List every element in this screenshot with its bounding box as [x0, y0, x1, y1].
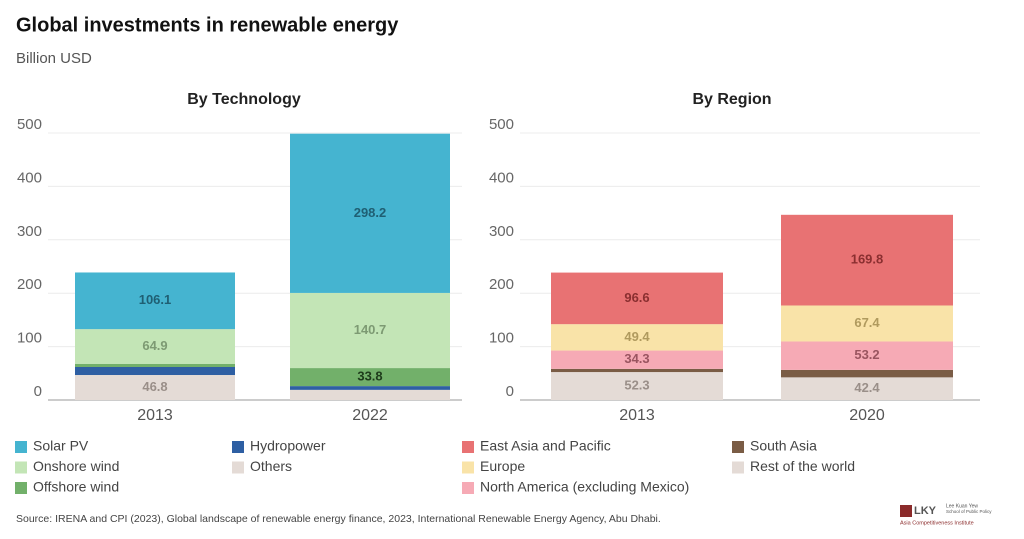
logo-line: Lee Kuan Yew [946, 503, 978, 509]
x-tick-label: 2013 [137, 407, 173, 424]
x-tick-label: 2013 [619, 407, 655, 424]
bar-segment [781, 341, 953, 370]
y-tick-label: 500 [489, 116, 514, 133]
bar-segment [290, 133, 450, 293]
y-tick-label: 100 [17, 330, 42, 347]
bar-segment [781, 369, 953, 378]
y-tick-label: 200 [17, 276, 42, 293]
data-label: 67.4 [854, 315, 880, 330]
x-tick-label: 2022 [352, 407, 388, 424]
data-label: 96.6 [624, 290, 649, 305]
y-tick-label: 300 [17, 223, 42, 240]
legend-label: Offshore wind [33, 479, 119, 495]
data-label: 169.8 [851, 252, 884, 267]
bar-segment [75, 272, 235, 330]
legend-swatch [232, 441, 244, 453]
chart-title: By Region [692, 91, 771, 108]
bar-segment [290, 368, 450, 387]
x-tick-label: 2020 [849, 407, 885, 424]
bar-segment [75, 366, 235, 376]
bar-segment [290, 389, 450, 400]
logo-line: Asia Competitiveness Institute [900, 520, 974, 526]
legend-swatch [15, 461, 27, 474]
legend-label: South Asia [750, 438, 817, 454]
bar-segment [781, 377, 953, 400]
legend-swatch [15, 482, 27, 494]
data-label: 46.8 [142, 379, 167, 394]
data-label: 106.1 [139, 292, 172, 307]
bar-segment [75, 329, 235, 364]
legend-swatch [462, 482, 474, 494]
legend-swatch [232, 461, 244, 474]
legend-label: Onshore wind [33, 458, 119, 474]
source: Source: IRENA and CPI (2023), Global lan… [16, 513, 661, 525]
data-label: 42.4 [854, 380, 880, 395]
legend-label: East Asia and Pacific [480, 438, 611, 454]
legend-label: Others [250, 458, 292, 474]
chart-title: By Technology [187, 91, 301, 108]
legend-swatch [732, 461, 744, 474]
bar-segment [551, 350, 723, 369]
legend-swatch [732, 441, 744, 453]
legend-label: Europe [480, 458, 525, 474]
y-tick-label: 0 [506, 383, 514, 400]
legend-swatch [15, 441, 27, 453]
y-tick-label: 500 [17, 116, 42, 133]
legend-label: Rest of the world [750, 458, 855, 474]
bar-segment [551, 324, 723, 351]
title: Global investments in renewable energy [16, 14, 399, 36]
logo: LKY Lee Kuan Yew School of Public Policy… [900, 503, 992, 526]
y-tick-label: 0 [34, 383, 42, 400]
bar-segment [781, 305, 953, 342]
bar-segment [290, 386, 450, 390]
subtitle: Billion USD [16, 50, 92, 67]
logo-line: School of Public Policy [946, 509, 992, 514]
bar-segment [75, 375, 235, 400]
legend-label: North America (excluding Mexico) [480, 479, 689, 495]
bar-segment [551, 368, 723, 373]
logo-mark: LKY [914, 505, 937, 517]
data-label: 49.4 [624, 329, 650, 344]
legend-label: Solar PV [33, 438, 89, 454]
data-label: 140.7 [354, 322, 387, 337]
legend-label: Hydropower [250, 438, 326, 454]
y-tick-label: 100 [489, 330, 514, 347]
legend-swatch [462, 461, 474, 474]
data-label: 64.9 [142, 338, 167, 353]
bar-segment [75, 363, 235, 367]
legend-swatch [462, 441, 474, 453]
bar-segment [290, 292, 450, 369]
y-tick-label: 300 [489, 223, 514, 240]
logo-block [900, 505, 912, 517]
bar-segment [781, 214, 953, 306]
y-tick-label: 400 [17, 169, 42, 186]
y-tick-label: 400 [489, 169, 514, 186]
data-label: 53.2 [854, 347, 879, 362]
data-label: 298.2 [354, 205, 387, 220]
data-label: 52.3 [624, 377, 649, 392]
data-label: 34.3 [624, 351, 649, 366]
bar-segment [551, 372, 723, 400]
y-tick-label: 200 [489, 276, 514, 293]
data-label: 33.8 [357, 369, 382, 384]
bar-segment [551, 272, 723, 325]
